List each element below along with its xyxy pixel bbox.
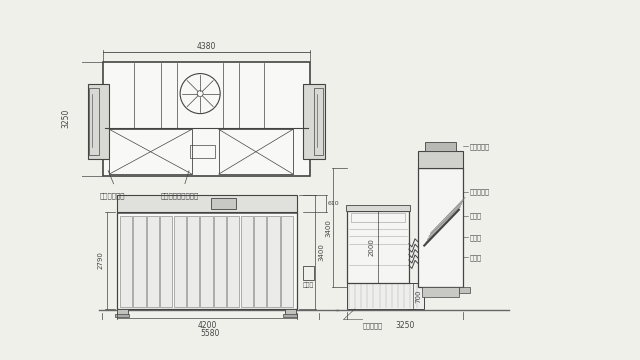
Text: 3400: 3400 bbox=[325, 219, 331, 237]
Text: 3400: 3400 bbox=[318, 243, 324, 261]
Bar bbox=[173, 216, 186, 307]
Bar bbox=[351, 213, 405, 222]
Text: 3250: 3250 bbox=[61, 109, 70, 129]
Circle shape bbox=[250, 214, 252, 216]
Circle shape bbox=[163, 214, 164, 216]
Circle shape bbox=[125, 214, 127, 216]
Circle shape bbox=[287, 214, 289, 216]
Bar bbox=[348, 283, 424, 309]
Bar bbox=[214, 216, 226, 307]
Text: 2790: 2790 bbox=[98, 251, 104, 269]
Text: 610: 610 bbox=[328, 201, 340, 206]
Bar bbox=[418, 151, 463, 168]
Bar bbox=[200, 216, 212, 307]
Text: 排気ファン: 排気ファン bbox=[470, 143, 490, 150]
Bar bbox=[103, 62, 310, 176]
Circle shape bbox=[188, 214, 189, 216]
Bar bbox=[348, 211, 409, 283]
Circle shape bbox=[209, 130, 212, 134]
Bar bbox=[109, 129, 192, 174]
Bar bbox=[418, 168, 463, 287]
Bar bbox=[346, 205, 410, 211]
Bar bbox=[227, 216, 239, 307]
Text: 3250: 3250 bbox=[396, 321, 415, 330]
Circle shape bbox=[138, 214, 140, 216]
Circle shape bbox=[126, 130, 130, 134]
Bar bbox=[425, 142, 456, 151]
Bar bbox=[211, 198, 236, 209]
Bar bbox=[117, 309, 128, 315]
Text: タンク: タンク bbox=[470, 254, 482, 261]
Bar bbox=[88, 85, 109, 158]
Text: オイルパン: オイルパン bbox=[363, 323, 383, 329]
Bar bbox=[241, 216, 253, 307]
Bar bbox=[219, 129, 293, 174]
Circle shape bbox=[275, 214, 276, 216]
Text: 2000: 2000 bbox=[369, 238, 375, 256]
Bar bbox=[303, 85, 325, 158]
Text: 5580: 5580 bbox=[200, 329, 220, 338]
Text: 4380: 4380 bbox=[196, 42, 216, 51]
Circle shape bbox=[212, 214, 214, 216]
Bar bbox=[303, 266, 314, 280]
Bar bbox=[147, 216, 159, 307]
Bar bbox=[115, 314, 129, 317]
Bar bbox=[422, 287, 459, 297]
Bar bbox=[268, 216, 280, 307]
Bar bbox=[281, 216, 293, 307]
Circle shape bbox=[175, 214, 177, 216]
Circle shape bbox=[150, 214, 152, 216]
Text: フィルター: フィルター bbox=[470, 189, 490, 195]
Circle shape bbox=[262, 214, 264, 216]
Text: 4200: 4200 bbox=[197, 321, 217, 330]
Bar bbox=[117, 212, 297, 309]
Bar bbox=[120, 216, 132, 307]
Circle shape bbox=[200, 214, 202, 216]
Text: ブース制御盤: ブース制御盤 bbox=[99, 193, 125, 199]
Circle shape bbox=[225, 214, 227, 216]
Text: 点検扉: 点検扉 bbox=[470, 234, 482, 240]
Text: ポンプ: ポンプ bbox=[303, 283, 314, 288]
Circle shape bbox=[180, 130, 184, 134]
Bar bbox=[284, 314, 297, 317]
Circle shape bbox=[237, 214, 239, 216]
Bar bbox=[285, 309, 296, 315]
Bar bbox=[160, 216, 173, 307]
Bar bbox=[254, 216, 266, 307]
Bar bbox=[459, 287, 470, 293]
Circle shape bbox=[266, 130, 270, 134]
Text: 点検扉: 点検扉 bbox=[470, 212, 482, 219]
Bar bbox=[90, 88, 99, 155]
Bar bbox=[134, 216, 146, 307]
Bar bbox=[190, 145, 214, 158]
Bar bbox=[314, 88, 323, 155]
Text: 安全増防爆形蛍光灯: 安全増防爆形蛍光灯 bbox=[161, 193, 199, 199]
Text: 700: 700 bbox=[416, 289, 422, 303]
Bar bbox=[117, 195, 297, 212]
Bar bbox=[187, 216, 199, 307]
